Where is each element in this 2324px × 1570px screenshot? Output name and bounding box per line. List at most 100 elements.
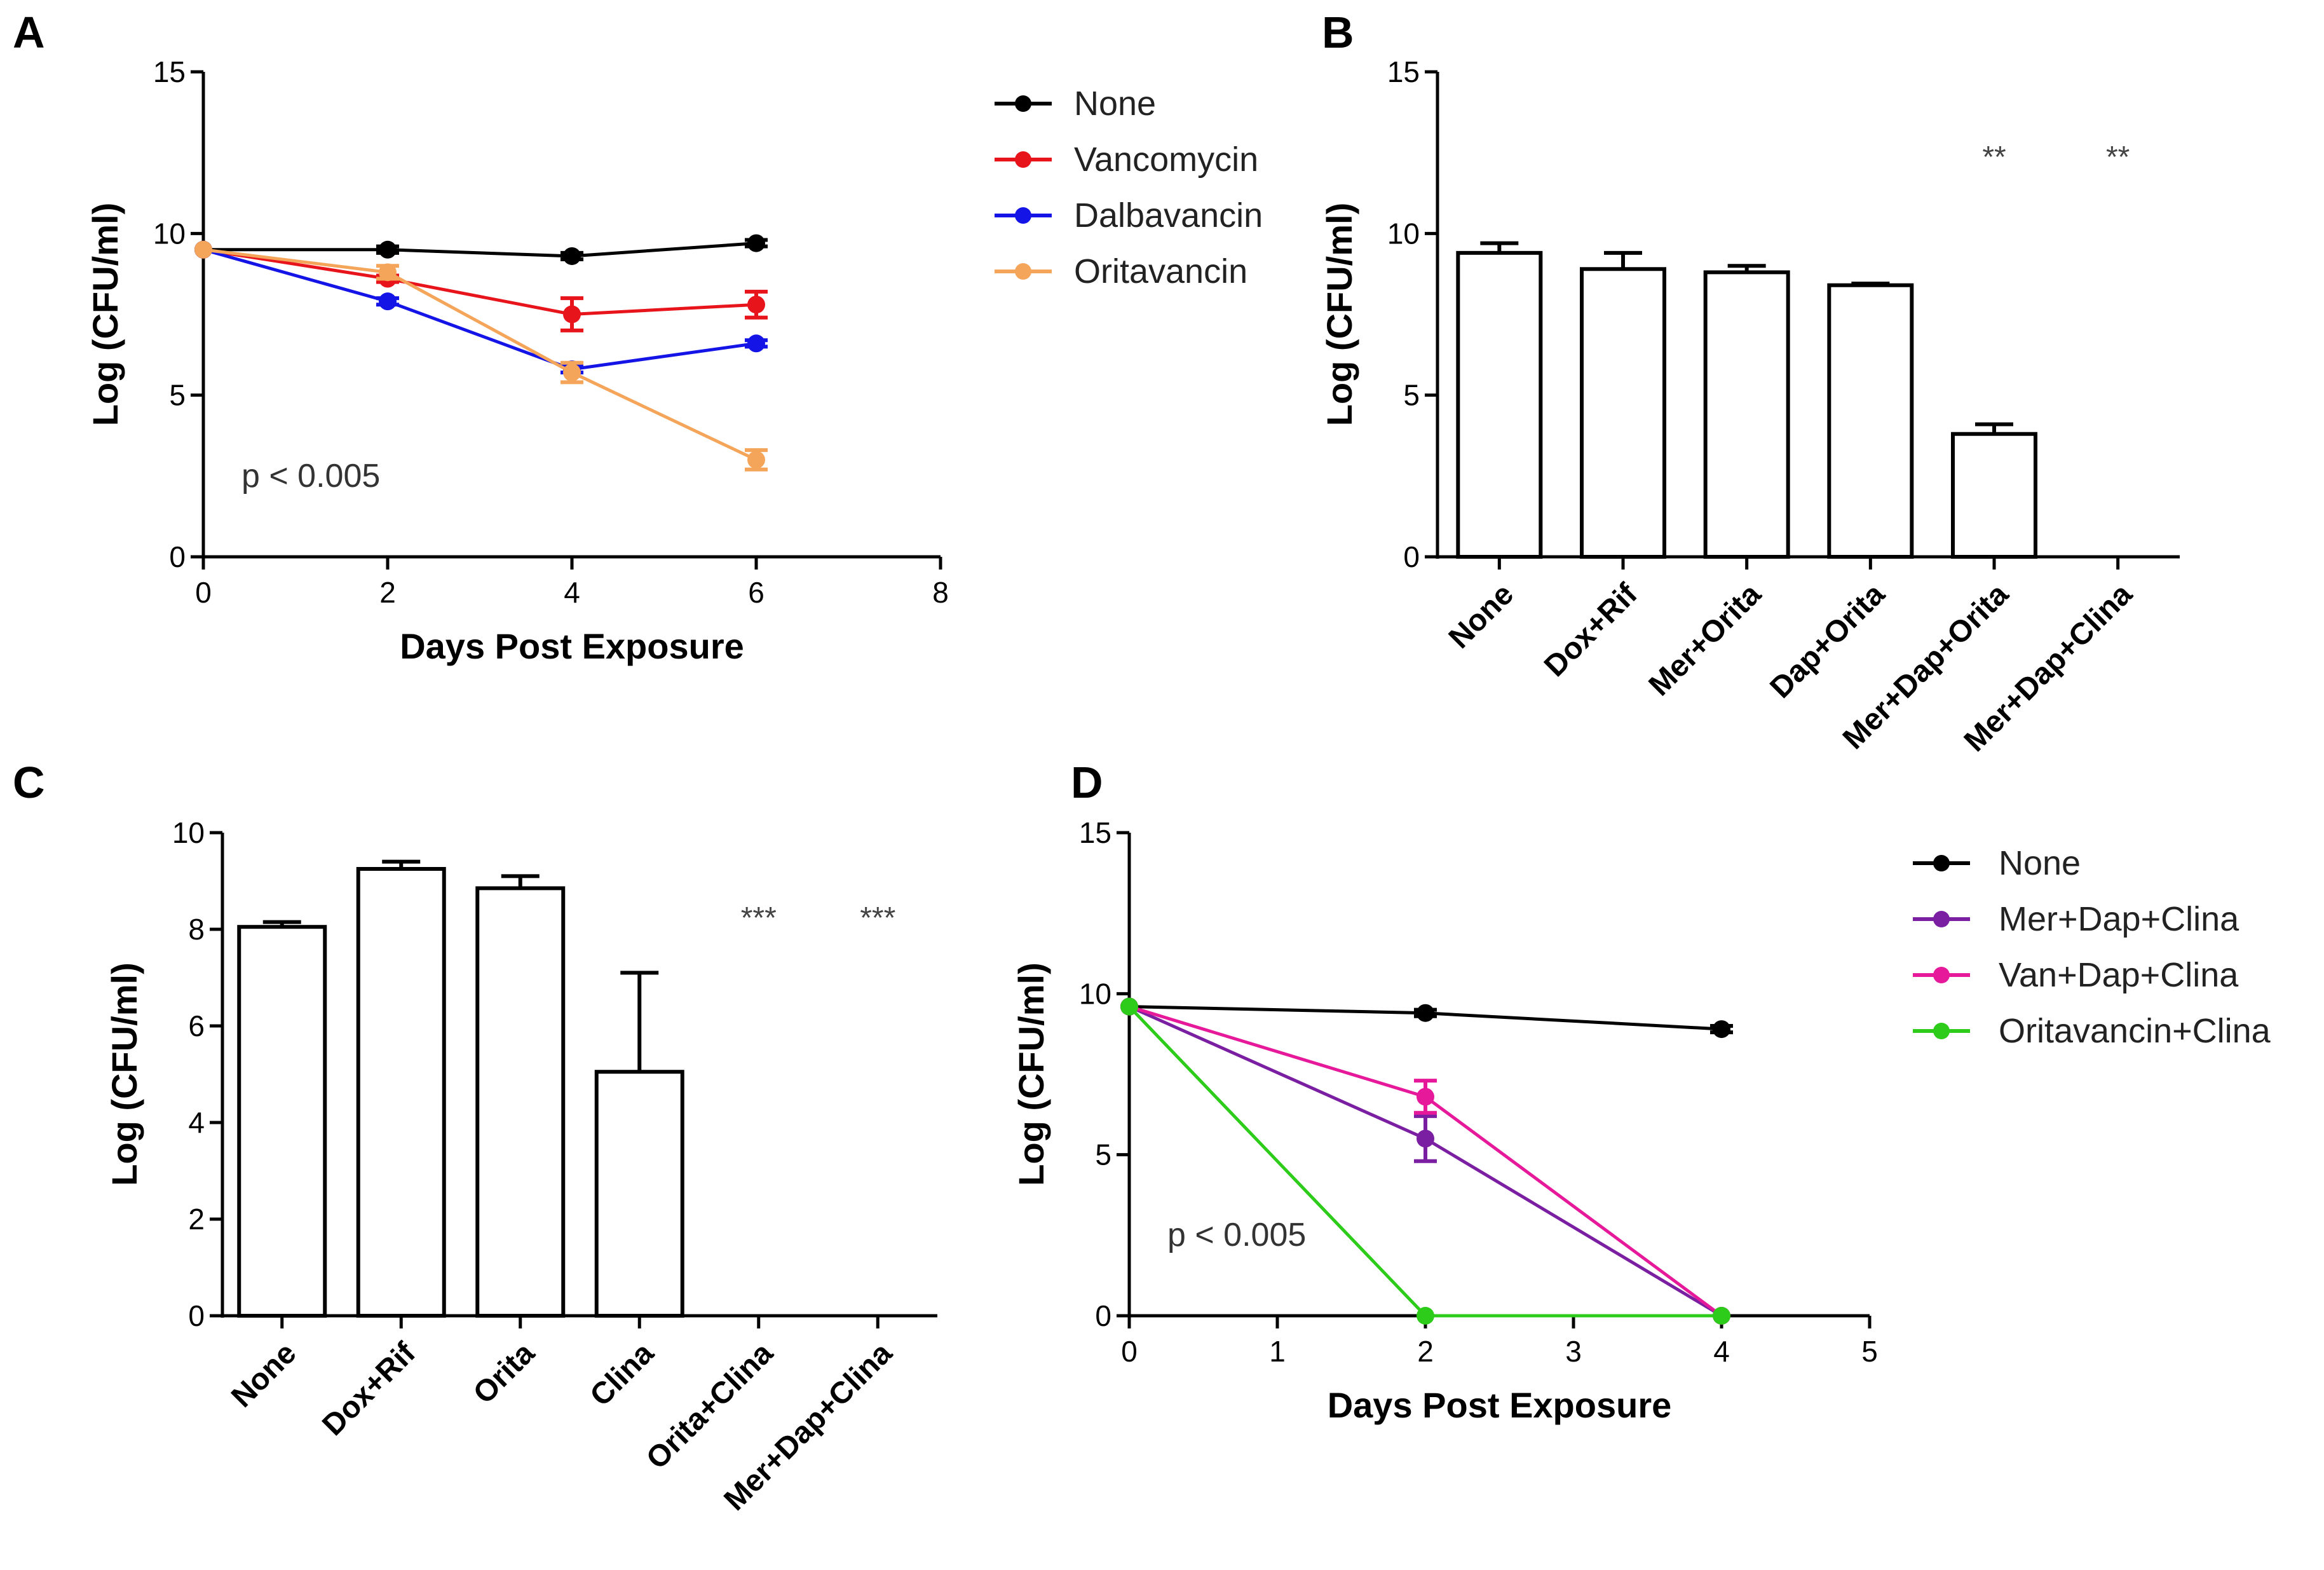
category-label: Dox+Rif bbox=[316, 1336, 422, 1442]
category-label: Mer+Orita bbox=[1643, 577, 1768, 702]
y-tick-label: 10 bbox=[172, 816, 205, 849]
data-point bbox=[747, 234, 765, 252]
x-tick-label: 5 bbox=[1861, 1335, 1878, 1368]
y-tick-label: 5 bbox=[1403, 379, 1420, 412]
legend-marker bbox=[1933, 855, 1950, 871]
series-oritavancin bbox=[194, 240, 768, 472]
legend-marker bbox=[1015, 151, 1031, 168]
x-tick-label: 4 bbox=[1713, 1335, 1730, 1368]
y-tick-label: 4 bbox=[188, 1106, 205, 1139]
y-tick-label: 15 bbox=[1079, 816, 1111, 849]
series-line bbox=[203, 248, 757, 317]
y-tick-label: 0 bbox=[188, 1299, 205, 1332]
legend-marker bbox=[1015, 95, 1031, 112]
legend-label: None bbox=[1074, 85, 1156, 123]
legend-label: Oritavancin+Clina bbox=[1999, 1012, 2271, 1050]
data-point bbox=[1417, 1130, 1434, 1148]
legend-label: Mer+Dap+Clina bbox=[1999, 900, 2239, 938]
x-tick-label: 8 bbox=[932, 576, 949, 609]
bar bbox=[1580, 267, 1666, 559]
legend-label: Van+Dap+Clina bbox=[1999, 956, 2239, 994]
x-tick-label: 0 bbox=[1121, 1335, 1138, 1368]
y-tick-label: 2 bbox=[188, 1203, 205, 1236]
data-point bbox=[563, 305, 581, 324]
data-point bbox=[1417, 1004, 1434, 1022]
legend-label: None bbox=[1999, 844, 2081, 882]
x-tick-label: 6 bbox=[748, 576, 764, 609]
bar bbox=[1703, 270, 1790, 559]
bar bbox=[594, 1070, 684, 1318]
legend-marker bbox=[1933, 1023, 1950, 1039]
category-label: Dap+Orita bbox=[1763, 577, 1891, 705]
significance-marker: *** bbox=[860, 901, 895, 935]
data-point bbox=[747, 334, 765, 353]
panel-b: B 0 5 10 15 Log (CFU/ml) None Dox+RifMer+OritaD… bbox=[1319, 8, 2180, 758]
y-tick-label: 10 bbox=[153, 217, 186, 250]
y-tick-label: 5 bbox=[1095, 1138, 1111, 1171]
data-point bbox=[1417, 1088, 1434, 1106]
data-point bbox=[379, 240, 397, 259]
legend-label: Vancomycin bbox=[1074, 140, 1258, 179]
series-oritavancin-clina bbox=[1120, 997, 1730, 1325]
panel-d: D 0 5 10 15 Log (CFU/ml) 0 1 2 3 4 5 Days Post Expos… bbox=[1011, 758, 2271, 1425]
series-line bbox=[203, 248, 758, 461]
significance-marker: ** bbox=[1982, 140, 2006, 174]
y-tick-label: 5 bbox=[169, 379, 186, 412]
category-label: Orita bbox=[467, 1336, 541, 1410]
data-point bbox=[1417, 1307, 1434, 1325]
panel-c: C 0 2 4 6 8 10 Log (CFU/ml) None Dox+Rif Orita Clin… bbox=[13, 758, 937, 1517]
y-tick-label: 8 bbox=[188, 913, 205, 946]
data-point bbox=[1713, 1020, 1730, 1039]
bar bbox=[1951, 432, 2037, 559]
data-point bbox=[379, 263, 397, 282]
bar bbox=[237, 925, 327, 1318]
x-axis-label: Days Post Exposure bbox=[400, 626, 744, 666]
panel-letter: A bbox=[13, 8, 45, 57]
significance-marker: ** bbox=[2106, 140, 2130, 174]
legend-marker bbox=[1933, 911, 1950, 927]
x-axis-label: Days Post Exposure bbox=[1328, 1385, 1672, 1425]
y-tick-label: 6 bbox=[188, 1009, 205, 1042]
data-point bbox=[563, 247, 581, 265]
panel-letter: C bbox=[13, 758, 45, 807]
category-label: None bbox=[1443, 577, 1520, 655]
series-line bbox=[203, 242, 757, 258]
data-point bbox=[1713, 1307, 1730, 1325]
x-tick-label: 0 bbox=[195, 576, 212, 609]
y-axis-label: Log (CFU/ml) bbox=[104, 962, 144, 1185]
category-label: Clina bbox=[584, 1336, 661, 1413]
bar bbox=[1827, 283, 1914, 559]
legend-marker bbox=[1015, 207, 1031, 224]
y-tick-label: 0 bbox=[169, 540, 186, 573]
data-point bbox=[747, 451, 765, 469]
legend-label: Oritavancin bbox=[1074, 252, 1247, 290]
data-point bbox=[379, 292, 397, 311]
legend-marker bbox=[1933, 967, 1950, 983]
bar bbox=[1456, 250, 1543, 559]
x-tick-label: 2 bbox=[379, 576, 396, 609]
panel-letter: B bbox=[1322, 8, 1354, 57]
category-label: None bbox=[225, 1336, 302, 1414]
y-tick-label: 10 bbox=[1387, 217, 1420, 250]
x-tick-label: 3 bbox=[1565, 1335, 1582, 1368]
y-tick-label: 0 bbox=[1403, 540, 1420, 573]
p-value-annotation: p < 0.005 bbox=[1167, 1217, 1306, 1253]
series-line bbox=[203, 248, 757, 371]
y-tick-label: 15 bbox=[153, 55, 186, 88]
y-axis-label: Log (CFU/ml) bbox=[85, 203, 125, 426]
significance-marker: *** bbox=[741, 901, 777, 935]
series-mer-dap-clina bbox=[1120, 997, 1730, 1325]
y-axis-label: Log (CFU/ml) bbox=[1011, 962, 1051, 1185]
x-tick-label: 2 bbox=[1417, 1335, 1434, 1368]
y-tick-label: 0 bbox=[1095, 1299, 1111, 1332]
data-point bbox=[194, 240, 212, 259]
p-value-annotation: p < 0.005 bbox=[241, 458, 380, 495]
y-tick-label: 15 bbox=[1387, 55, 1420, 88]
y-tick-label: 10 bbox=[1079, 977, 1111, 1010]
data-point bbox=[1120, 997, 1138, 1016]
legend-marker bbox=[1015, 263, 1031, 280]
data-point bbox=[563, 364, 581, 382]
bar bbox=[356, 867, 446, 1318]
panel-letter: D bbox=[1071, 758, 1103, 807]
